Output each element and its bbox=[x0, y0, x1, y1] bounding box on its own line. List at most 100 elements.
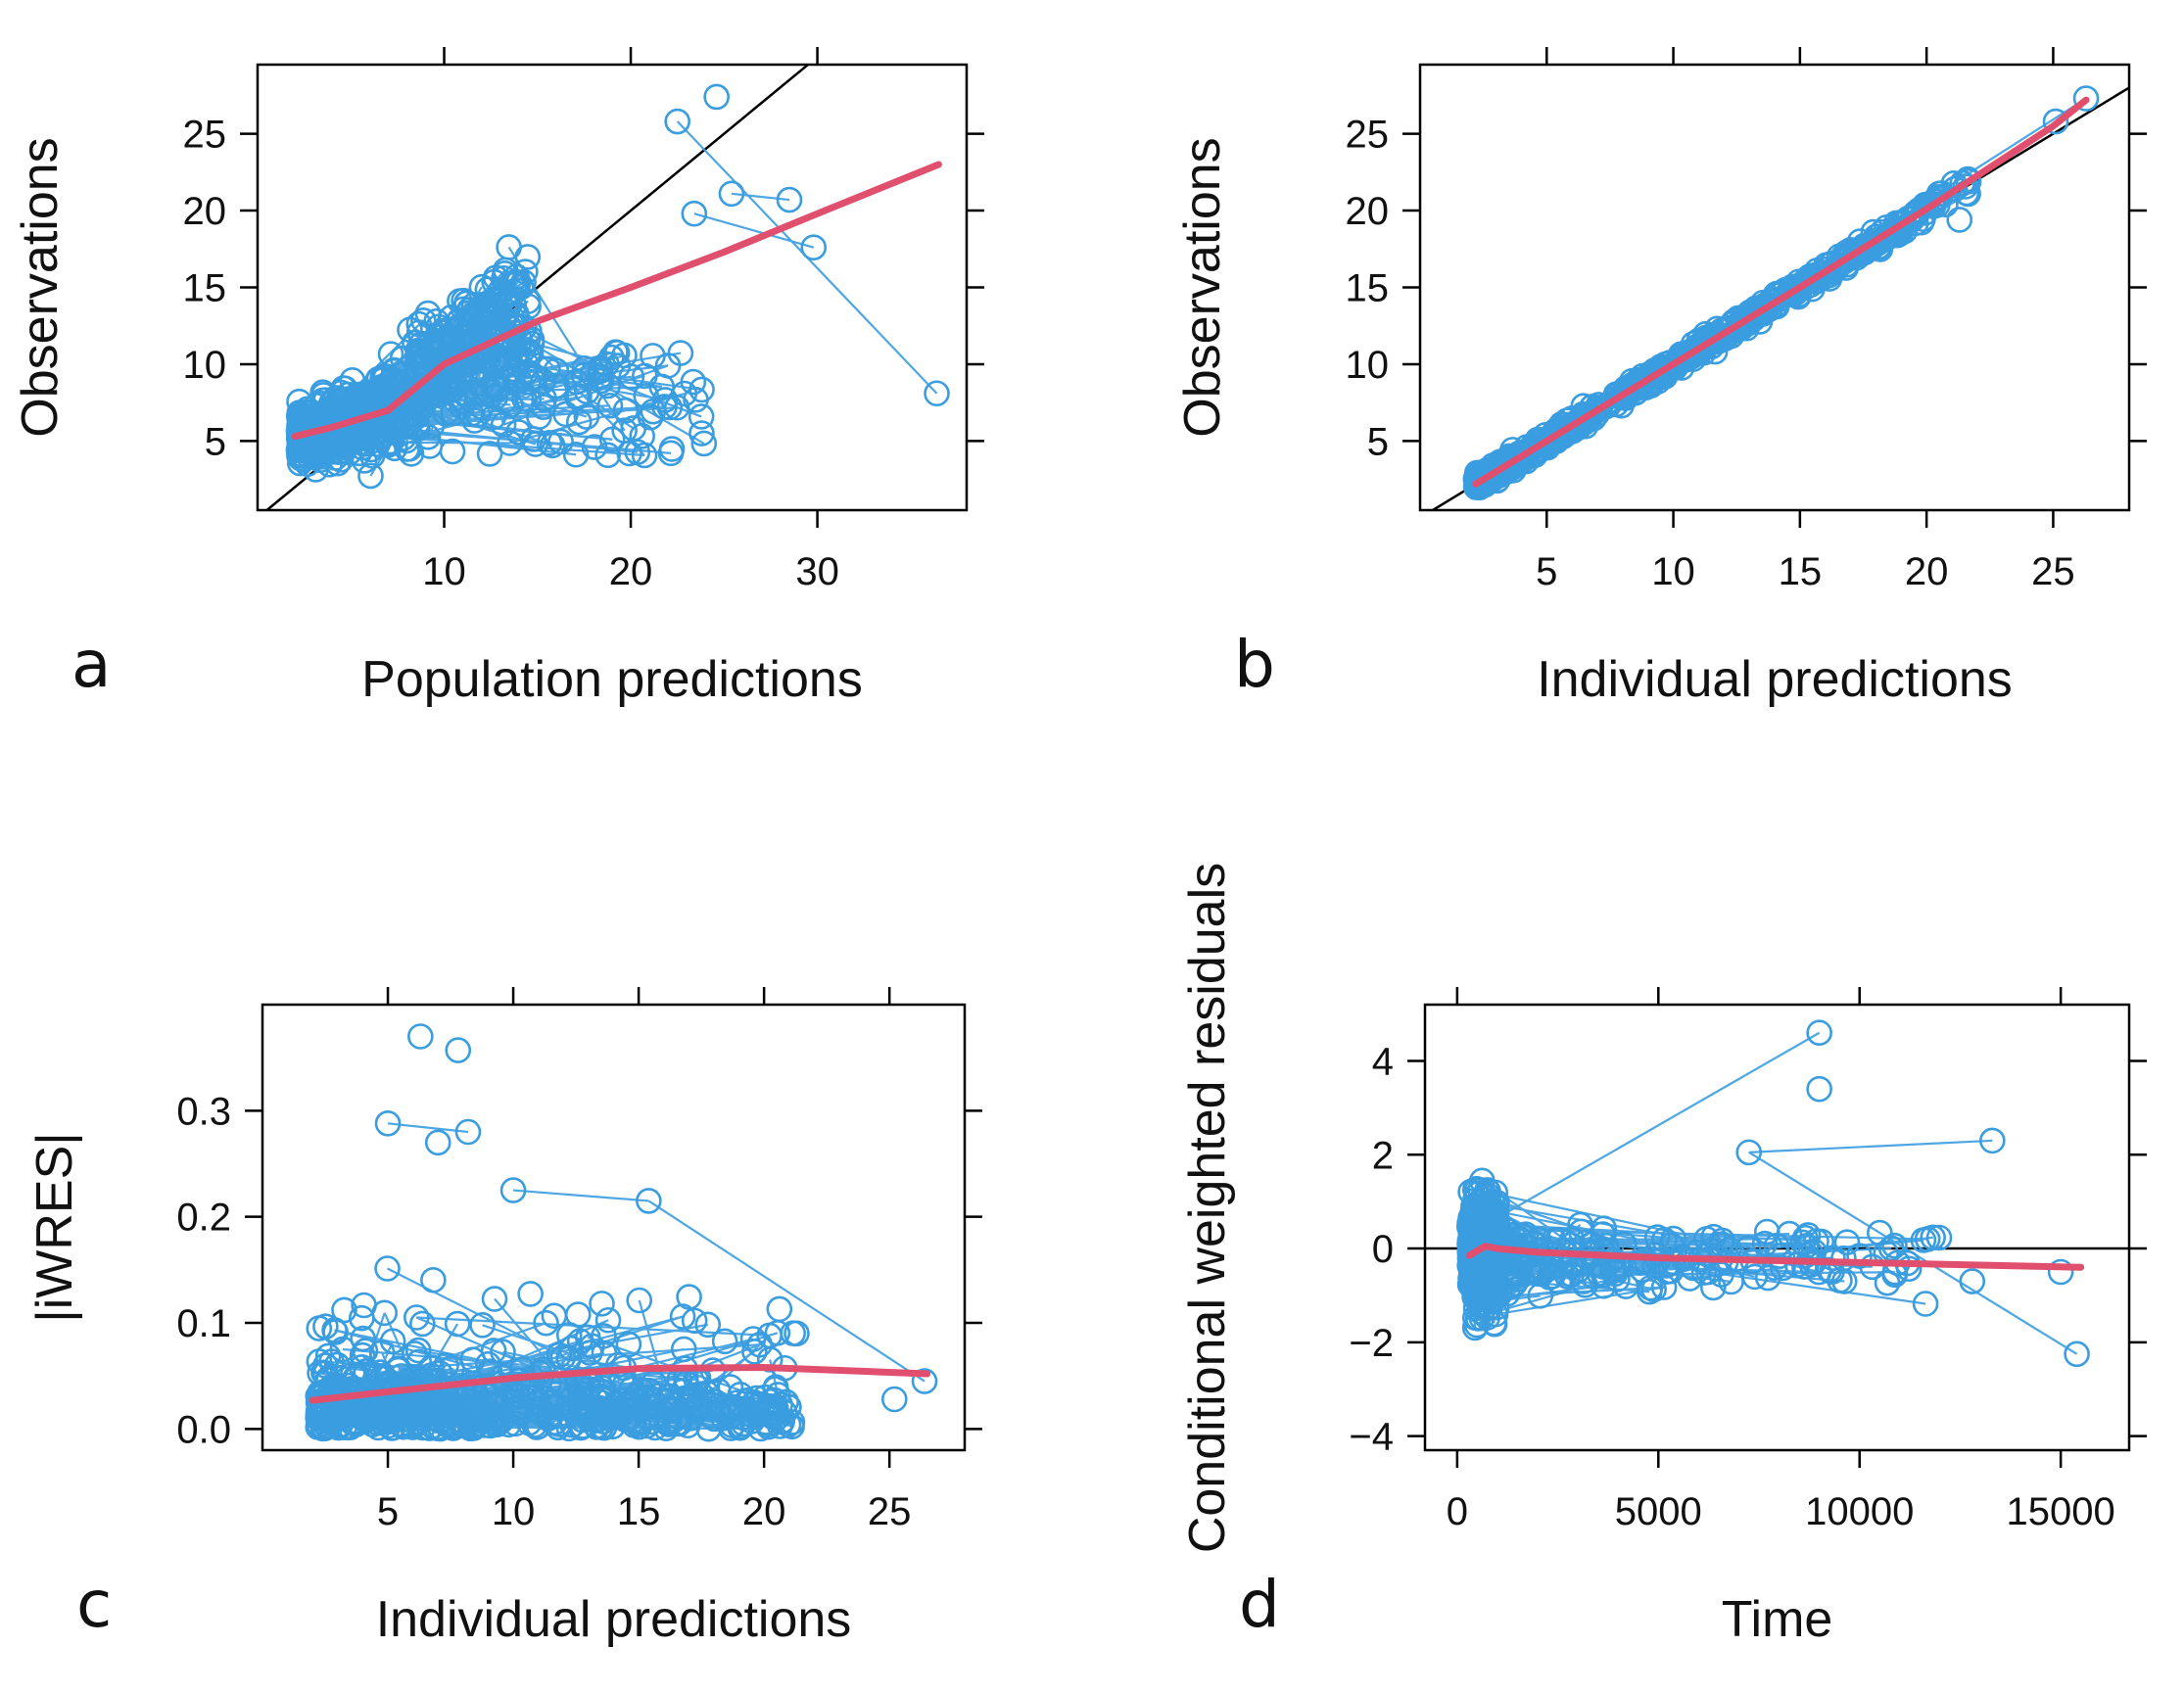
data-point-a bbox=[318, 439, 346, 465]
data-point-c bbox=[533, 1309, 559, 1337]
subject-line-a bbox=[502, 364, 669, 426]
data-point-c bbox=[626, 1287, 653, 1314]
data-point-c bbox=[615, 1331, 642, 1358]
data-point-d bbox=[1524, 1260, 1551, 1288]
data-point-d bbox=[1551, 1247, 1579, 1275]
x-tick-label-b: 20 bbox=[1905, 550, 1949, 593]
x-tick-label-b: 25 bbox=[2031, 550, 2075, 593]
data-point-c bbox=[351, 1292, 377, 1319]
data-point-c bbox=[374, 1255, 401, 1282]
y-axis-label-d: Conditional weighted residuals bbox=[1179, 863, 1236, 1553]
data-point-c bbox=[484, 1411, 511, 1438]
data-point-c bbox=[469, 1311, 496, 1339]
data-point-c bbox=[424, 1129, 451, 1156]
data-point-a bbox=[432, 400, 459, 427]
data-point-a bbox=[497, 430, 523, 456]
data-point-a bbox=[515, 368, 542, 396]
data-point-b bbox=[1894, 206, 1922, 232]
data-point-d bbox=[1912, 1291, 1939, 1317]
data-point-c bbox=[564, 1301, 592, 1328]
data-point-a bbox=[406, 397, 434, 423]
data-point-a bbox=[924, 380, 950, 407]
data-point-a bbox=[664, 108, 690, 135]
data-point-c bbox=[636, 1188, 662, 1214]
data-point-b bbox=[1644, 358, 1671, 386]
y-tick-label-b: 15 bbox=[1346, 267, 1390, 310]
data-point-d bbox=[1709, 1227, 1735, 1254]
data-point-b bbox=[1851, 232, 1877, 259]
y-axis-label-c: |iWRES| bbox=[26, 1132, 83, 1323]
data-point-a bbox=[596, 392, 624, 419]
data-point-a bbox=[468, 273, 496, 301]
data-point-c bbox=[352, 1406, 378, 1433]
data-point-c bbox=[669, 1303, 696, 1330]
panel-c-iwres-vs-individual-predictions: 5 10 15 20 25 0.0 0.1 0.2 0.3 Individual predicti… bbox=[26, 987, 982, 1648]
data-point-a bbox=[332, 375, 358, 402]
data-point-d bbox=[1979, 1127, 2006, 1154]
data-point-d bbox=[1925, 1224, 1953, 1251]
data-point-c bbox=[705, 1378, 732, 1404]
data-point-a bbox=[571, 354, 598, 382]
data-point-a bbox=[492, 257, 519, 284]
data-point-d bbox=[1718, 1268, 1744, 1295]
data-point-c bbox=[310, 1359, 337, 1387]
data-point-a bbox=[455, 297, 483, 323]
x-tick-label-b: 10 bbox=[1651, 550, 1695, 593]
data-point-a bbox=[688, 403, 715, 430]
data-point-c bbox=[720, 1401, 746, 1429]
panel-b-individual-predictions-vs-observations: 5 10 15 20 25 5 10 15 20 25 Individual predictions… bbox=[1174, 47, 2147, 708]
data-point-a bbox=[441, 386, 468, 413]
data-point-d bbox=[1481, 1206, 1507, 1233]
data-point-c bbox=[670, 1336, 697, 1363]
data-point-c bbox=[546, 1341, 573, 1369]
data-point-c bbox=[711, 1328, 738, 1355]
plot-frame-d bbox=[1423, 1003, 2131, 1452]
data-point-b bbox=[1704, 323, 1732, 350]
data-point-c bbox=[687, 1381, 714, 1407]
y-tick-label-b: 20 bbox=[1346, 190, 1390, 233]
data-point-a bbox=[505, 337, 533, 363]
data-point-c bbox=[407, 1023, 434, 1050]
data-point-c bbox=[751, 1397, 778, 1424]
data-point-a bbox=[392, 387, 418, 414]
data-point-a bbox=[530, 368, 557, 395]
subject-line-c bbox=[387, 1122, 469, 1134]
data-point-a bbox=[362, 380, 390, 407]
y-tick-label-d: −2 bbox=[1349, 1322, 1394, 1365]
y-tick-label-c: 0.2 bbox=[176, 1197, 231, 1240]
data-point-c bbox=[482, 1390, 508, 1418]
data-point-a bbox=[587, 363, 614, 390]
data-point-c bbox=[325, 1401, 352, 1429]
data-point-c bbox=[310, 1393, 338, 1420]
data-point-c bbox=[314, 1365, 342, 1392]
data-point-c bbox=[754, 1411, 782, 1437]
data-point-a bbox=[341, 400, 367, 427]
x-axis-label-c: Individual predictions bbox=[376, 1591, 852, 1648]
data-point-a bbox=[681, 200, 708, 227]
data-point-c bbox=[499, 1177, 527, 1203]
data-point-d bbox=[1457, 1265, 1485, 1292]
data-point-a bbox=[658, 436, 686, 462]
data-point-c bbox=[766, 1295, 793, 1323]
data-point-a bbox=[690, 430, 718, 457]
data-point-a bbox=[800, 234, 828, 261]
data-point-d bbox=[1643, 1224, 1671, 1250]
data-point-a bbox=[499, 269, 526, 297]
x-tick-label-a: 10 bbox=[422, 550, 466, 593]
data-point-a bbox=[624, 439, 651, 466]
data-point-c bbox=[565, 1367, 593, 1393]
data-point-c bbox=[880, 1386, 908, 1413]
x-axis-label-d: Time bbox=[1722, 1591, 1833, 1648]
data-point-a bbox=[536, 430, 563, 456]
data-point-a bbox=[473, 310, 500, 338]
y-tick-label-a: 5 bbox=[205, 420, 226, 463]
data-point-c bbox=[444, 1310, 471, 1338]
y-tick-label-c: 0.3 bbox=[176, 1090, 231, 1133]
data-point-d bbox=[1627, 1249, 1654, 1276]
data-point-b bbox=[1493, 454, 1520, 481]
data-point-c bbox=[542, 1409, 568, 1436]
data-point-d bbox=[1463, 1311, 1491, 1339]
data-point-c bbox=[618, 1376, 645, 1402]
data-point-a bbox=[402, 329, 428, 356]
data-point-c bbox=[451, 1392, 479, 1420]
